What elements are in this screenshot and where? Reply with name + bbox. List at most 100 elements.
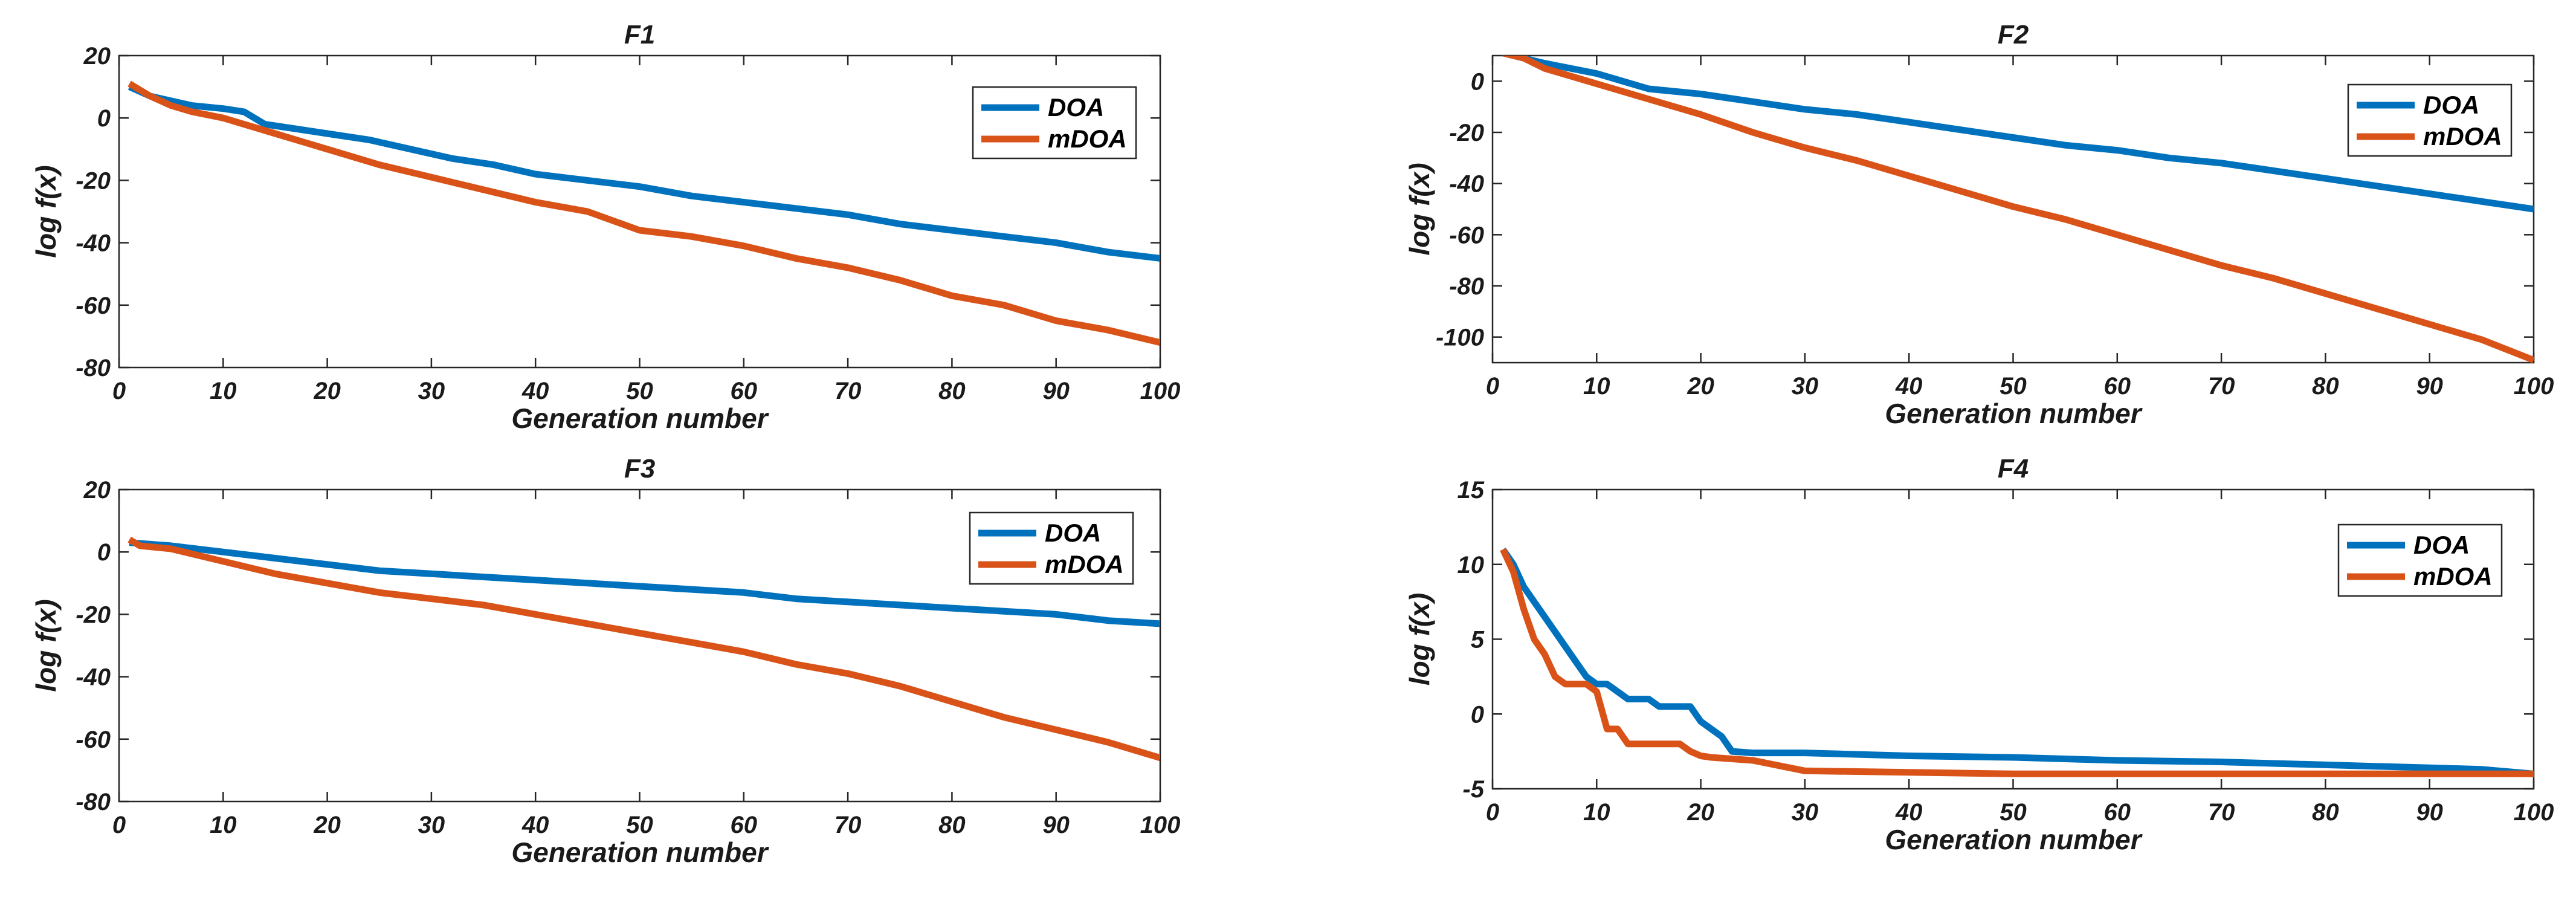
x-tick-label: 40 — [521, 378, 549, 404]
x-tick-label: 70 — [834, 378, 862, 404]
y-tick-label: -80 — [76, 789, 111, 815]
x-tick-label: 50 — [626, 378, 653, 404]
x-tick-label: 0 — [112, 378, 126, 404]
y-tick-label: -5 — [1462, 776, 1484, 803]
x-tick-label: 30 — [1792, 799, 1819, 826]
x-tick-label: 0 — [112, 812, 126, 838]
legend-box — [972, 86, 1137, 160]
x-tick-label: 10 — [1583, 373, 1610, 400]
series-line-mdoa — [128, 536, 1160, 762]
y-tick-label: -20 — [1449, 120, 1484, 146]
chart-f4: 0 10 20 30 40 50 60 70 80 90 100151050-5F4Generati… — [1404, 454, 2554, 855]
x-tick-label: 90 — [2416, 373, 2443, 400]
x-tick-label: 90 — [1042, 378, 1070, 404]
chart-f3: 0 10 20 30 40 50 60 70 80 90 100 20 0 -20 -40 -60 -80 F3 G… — [30, 454, 1180, 868]
x-tick-label: 70 — [2208, 799, 2235, 826]
y-tick-label: 0 — [97, 105, 111, 132]
x-tick-label: 40 — [521, 812, 549, 838]
x-tick-label: 30 — [1792, 373, 1819, 400]
y-tick-label: -40 — [76, 664, 111, 691]
x-tick-label: 20 — [1687, 799, 1714, 826]
x-tick-label: 10 — [210, 378, 237, 404]
y-tick-label: -60 — [1449, 222, 1484, 248]
series-line-doa — [129, 539, 1160, 627]
legend-label-doa: DOA — [2423, 91, 2479, 119]
x-tick-label: 80 — [2312, 799, 2339, 826]
y-axis-label: log f(x) — [30, 165, 62, 257]
y-axis-label: log f(x) — [30, 599, 62, 691]
x-tick-label: 20 — [1687, 373, 1714, 400]
x-tick-label: 80 — [938, 378, 966, 404]
x-tick-label: 90 — [2416, 799, 2443, 826]
y-tick-label: 0 — [1471, 701, 1484, 728]
x-tick-label: 50 — [2000, 799, 2027, 826]
chart-f2: 0 10 20 30 40 50 60 70 80 90 100 0 -20 -40 -60 -80 -100 F… — [1404, 20, 2554, 429]
y-tick-label: -20 — [76, 601, 111, 628]
x-tick-label: 90 — [1042, 812, 1070, 838]
x-tick-label: 100 — [1140, 812, 1181, 838]
legend-label-mdoa: mDOA — [2423, 122, 2502, 151]
x-tick-label: 60 — [2104, 373, 2131, 400]
y-tick-label: 20 — [83, 477, 111, 504]
y-axis-label: log f(x) — [1404, 593, 1435, 685]
x-tick-label: 20 — [313, 812, 341, 838]
legend-label-doa: DOA — [2413, 531, 2470, 559]
x-tick-label: 70 — [2208, 373, 2235, 400]
chart-title: F2 — [1998, 20, 2029, 50]
y-tick-label: -60 — [76, 727, 111, 753]
legend: DOA mDOA — [972, 86, 1137, 160]
x-tick-label: 100 — [2514, 799, 2554, 826]
y-tick-label: 5 — [1471, 627, 1485, 653]
series-line-doa — [1500, 547, 2534, 777]
y-tick-label: -100 — [1436, 325, 1484, 351]
x-tick-label: 0 — [1486, 799, 1499, 826]
x-tick-label: 30 — [418, 812, 445, 838]
x-tick-label: 40 — [1895, 373, 1923, 400]
series-line-mdoa — [1500, 548, 2534, 777]
legend-label-mdoa: mDOA — [2413, 562, 2493, 591]
chart-title: F4 — [1998, 454, 2029, 484]
legend-label-doa: DOA — [1048, 93, 1104, 121]
series-line-mdoa — [1502, 56, 2534, 363]
x-tick-label: 30 — [418, 378, 445, 404]
x-axis-label: Generation number — [1885, 398, 2142, 429]
y-tick-label: -20 — [76, 167, 111, 194]
y-axis-label: log f(x) — [1404, 163, 1435, 255]
series-line-doa — [1502, 56, 2534, 213]
x-tick-label: 60 — [731, 378, 758, 404]
legend-label-mdoa: mDOA — [1048, 125, 1127, 153]
legend-box — [969, 511, 1134, 585]
x-tick-label: 50 — [2000, 373, 2027, 400]
x-tick-label: 60 — [731, 812, 758, 838]
y-tick-label: -80 — [1449, 273, 1484, 300]
y-tick-label: 20 — [83, 43, 111, 70]
legend-label-doa: DOA — [1045, 519, 1101, 547]
y-tick-label: 0 — [1471, 68, 1484, 95]
legend-box — [2347, 83, 2513, 157]
x-tick-label: 100 — [1140, 378, 1181, 404]
series-line-doa — [128, 83, 1160, 262]
x-tick-label: 70 — [834, 812, 862, 838]
y-tick-label: -60 — [76, 293, 111, 319]
x-axis-label: Generation number — [511, 837, 769, 868]
y-tick-label: 10 — [1457, 552, 1485, 578]
y-tick-label: -40 — [1449, 171, 1484, 198]
x-axis-label: Generation number — [1885, 824, 2142, 855]
series-line-mdoa — [128, 80, 1160, 346]
chart-f1: 0 10 20 30 40 50 60 70 80 90 100 20 0 -20 -40 -60 -80 F1 G… — [30, 20, 1180, 434]
x-tick-label: 20 — [313, 378, 341, 404]
x-tick-label: 80 — [2312, 373, 2339, 400]
x-tick-label: 100 — [2514, 373, 2554, 400]
y-tick-label: -40 — [76, 230, 111, 257]
legend-label-mdoa: mDOA — [1045, 550, 1124, 578]
chart-title: F1 — [624, 20, 655, 50]
legend: DOA mDOA — [2337, 523, 2503, 597]
chart-title: F3 — [624, 454, 655, 484]
x-tick-label: 40 — [1895, 799, 1923, 826]
y-tick-label: 0 — [97, 539, 111, 566]
x-tick-label: 80 — [938, 812, 966, 838]
legend: DOA mDOA — [969, 511, 1134, 585]
x-tick-label: 60 — [2104, 799, 2131, 826]
x-tick-label: 10 — [210, 812, 237, 838]
